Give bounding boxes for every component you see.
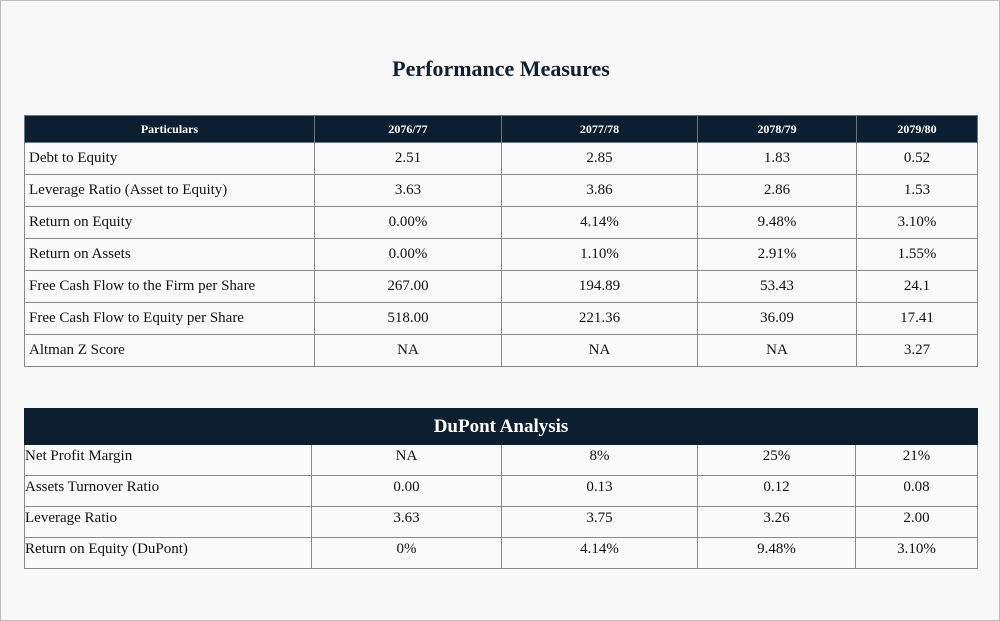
row-label: Return on Equity [24,206,315,239]
table-cell: NA [314,334,502,367]
table-cell: 21% [855,444,978,476]
table-cell: 1.10% [501,238,698,271]
table-row: Altman Z Score NA NA NA 3.27 [24,334,978,367]
performance-measures-table: Particulars 2076/77 2077/78 2078/79 2079… [24,115,978,367]
row-label: Leverage Ratio (Asset to Equity) [24,174,315,207]
table-cell: 267.00 [314,270,502,303]
column-header: Particulars [24,115,315,143]
table-row: Leverage Ratio (Asset to Equity) 3.63 3.… [24,174,978,207]
table-cell: 9.48% [697,206,857,239]
column-header: 2076/77 [314,115,502,143]
table-row: Return on Equity (DuPont) 0% 4.14% 9.48%… [24,537,978,569]
table-cell: 3.26 [697,506,856,538]
row-label: Assets Turnover Ratio [24,475,312,507]
table-cell: 4.14% [501,537,698,569]
dupont-analysis-table: DuPont Analysis Net Profit Margin NA 8% … [24,408,978,569]
table-cell: 2.91% [697,238,857,271]
table-cell: 0.12 [697,475,856,507]
table-cell: 2.86 [697,174,857,207]
table-row: Assets Turnover Ratio 0.00 0.13 0.12 0.0… [24,475,978,507]
dupont-title: DuPont Analysis [24,408,978,445]
table-cell: NA [501,334,698,367]
column-header: 2077/78 [501,115,698,143]
table-row: Net Profit Margin NA 8% 25% 21% [24,444,978,476]
table-cell: 3.86 [501,174,698,207]
table-cell: 1.53 [856,174,978,207]
table-cell: 1.83 [697,142,857,175]
table-cell: 0% [311,537,502,569]
table-cell: 17.41 [856,302,978,335]
row-label: Leverage Ratio [24,506,312,538]
row-label: Return on Assets [24,238,315,271]
table-cell: 221.36 [501,302,698,335]
table-cell: 2.00 [855,506,978,538]
table-cell: 24.1 [856,270,978,303]
table-cell: 0.08 [855,475,978,507]
page-title: Performance Measures [392,56,610,81]
row-label: Net Profit Margin [24,444,312,476]
table-cell: 3.27 [856,334,978,367]
table-cell: 4.14% [501,206,698,239]
table-header-row: Particulars 2076/77 2077/78 2078/79 2079… [24,115,978,143]
table-cell: 0.52 [856,142,978,175]
table-cell: 1.55% [856,238,978,271]
table-cell: 194.89 [501,270,698,303]
table-row: Free Cash Flow to the Firm per Share 267… [24,270,978,303]
table-cell: 0.00% [314,206,502,239]
table-row: Return on Equity 0.00% 4.14% 9.48% 3.10% [24,206,978,239]
table-cell: 2.51 [314,142,502,175]
table-cell: 25% [697,444,856,476]
table-cell: 9.48% [697,537,856,569]
table-cell: 3.75 [501,506,698,538]
column-header: 2079/80 [856,115,978,143]
row-label: Free Cash Flow to the Firm per Share [24,270,315,303]
table-cell: 0.00% [314,238,502,271]
table-row: Return on Assets 0.00% 1.10% 2.91% 1.55% [24,238,978,271]
table-cell: 3.63 [311,506,502,538]
table-cell: 2.85 [501,142,698,175]
row-label: Debt to Equity [24,142,315,175]
column-header: 2078/79 [697,115,857,143]
dupont-title-row: DuPont Analysis [24,408,978,445]
table-cell: 518.00 [314,302,502,335]
row-label: Return on Equity (DuPont) [24,537,312,569]
table-row: Leverage Ratio 3.63 3.75 3.26 2.00 [24,506,978,538]
table-cell: 53.43 [697,270,857,303]
table-row: Free Cash Flow to Equity per Share 518.0… [24,302,978,335]
table-cell: 0.13 [501,475,698,507]
table-row: Debt to Equity 2.51 2.85 1.83 0.52 [24,142,978,175]
table-cell: 3.63 [314,174,502,207]
table-cell: NA [311,444,502,476]
table-cell: 8% [501,444,698,476]
table-cell: 3.10% [855,537,978,569]
table-cell: 36.09 [697,302,857,335]
row-label: Altman Z Score [24,334,315,367]
table-cell: 3.10% [856,206,978,239]
row-label: Free Cash Flow to Equity per Share [24,302,315,335]
table-cell: NA [697,334,857,367]
table-cell: 0.00 [311,475,502,507]
